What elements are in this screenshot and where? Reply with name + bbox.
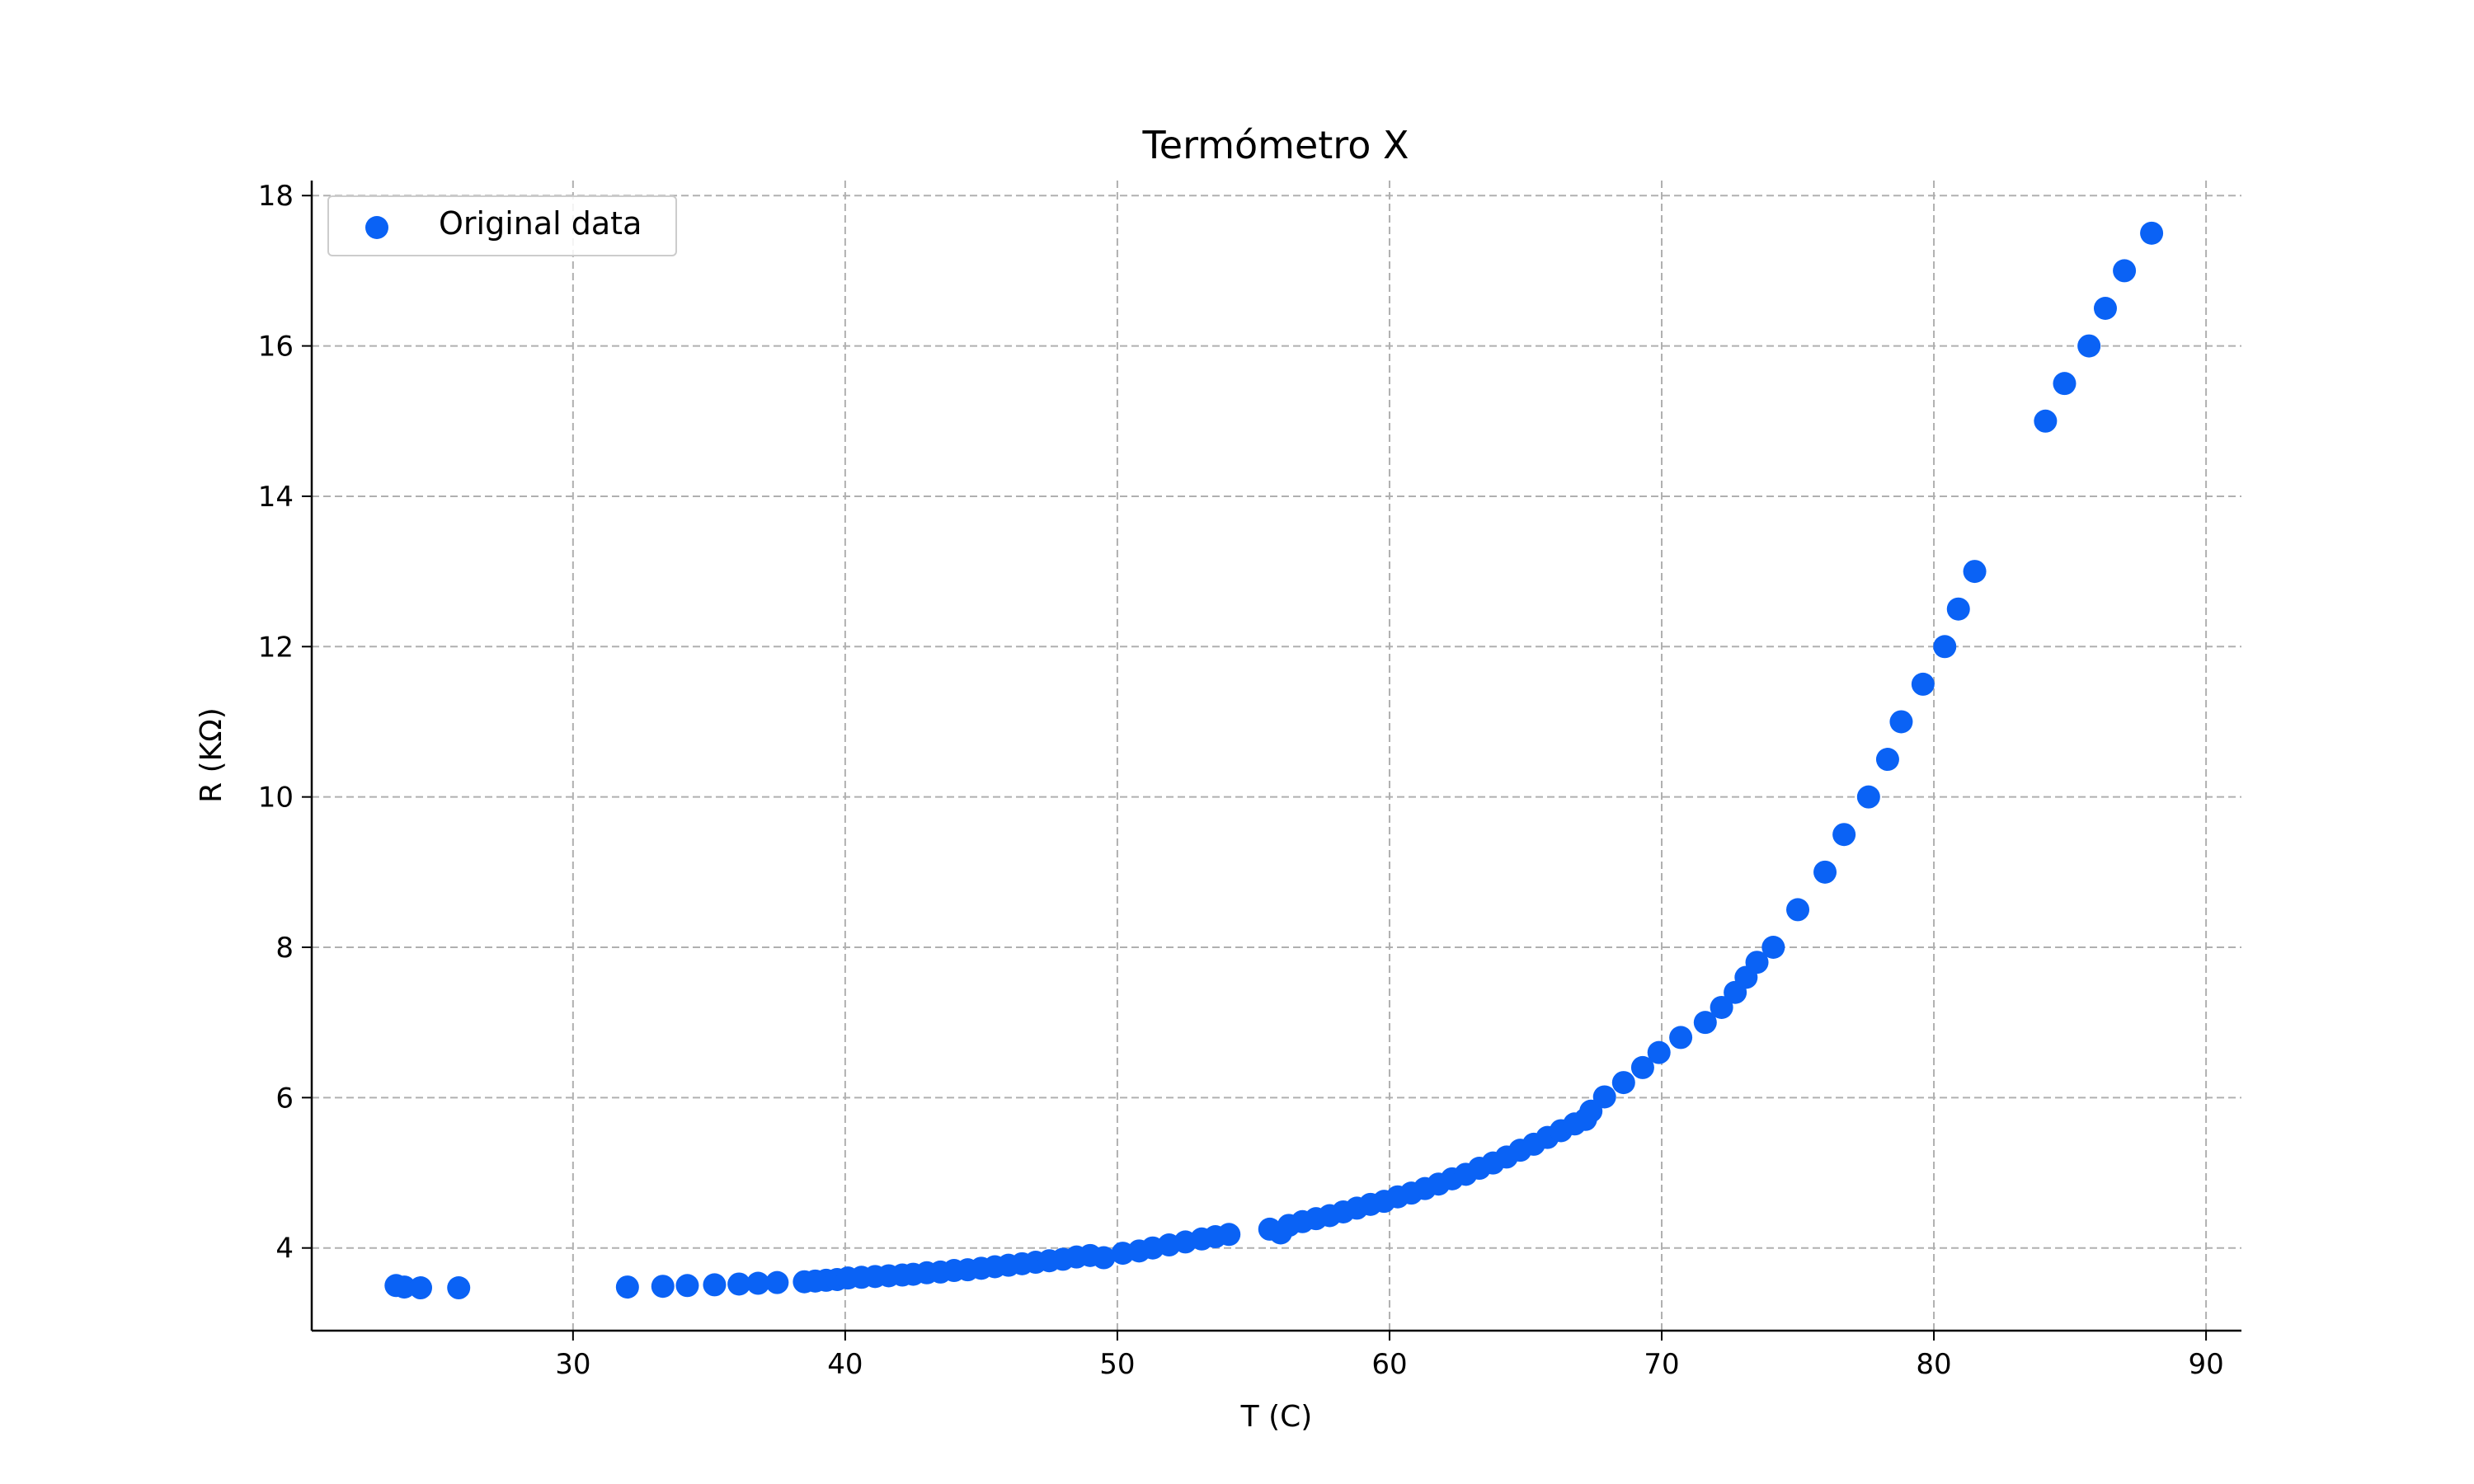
data-point: [1611, 1071, 1635, 1095]
data-point: [1217, 1223, 1241, 1247]
axes: [310, 181, 2241, 1332]
y-tick-label: 14: [258, 481, 294, 514]
chart-title: Termómetro X: [1142, 123, 1409, 167]
y-tick-label: 12: [258, 631, 294, 664]
data-point: [1579, 1099, 1603, 1123]
data-point: [1963, 560, 1987, 584]
data-point: [746, 1271, 770, 1295]
y-ticks: 4 6 8 10 12 14 16 18: [258, 180, 312, 1266]
data-point: [675, 1274, 699, 1298]
data-point: [1669, 1026, 1693, 1050]
data-point: [1933, 635, 1957, 659]
data-point: [2053, 372, 2077, 396]
data-point: [1946, 597, 1970, 621]
data-point: [2077, 334, 2101, 358]
data-points: [384, 221, 2164, 1300]
data-point: [1592, 1085, 1616, 1109]
legend-marker: [365, 216, 388, 239]
x-tick-label: 80: [1916, 1348, 1951, 1381]
data-point: [1630, 1055, 1654, 1079]
data-point: [1092, 1246, 1116, 1270]
data-point: [1813, 860, 1837, 884]
data-point: [2034, 409, 2058, 433]
data-point: [651, 1275, 675, 1298]
data-point: [1832, 823, 1856, 847]
data-point: [1889, 710, 1913, 734]
data-point: [393, 1275, 416, 1299]
data-point: [1761, 936, 1785, 959]
y-axis-label: R (KΩ): [195, 707, 228, 803]
y-tick-label: 18: [258, 180, 294, 213]
x-ticks: 30 40 50 60 70 80 90: [555, 1331, 2224, 1381]
y-tick-label: 6: [275, 1082, 294, 1115]
data-point: [2113, 259, 2137, 283]
x-tick-label: 50: [1099, 1348, 1135, 1381]
data-point: [765, 1270, 789, 1294]
legend-label: Original data: [439, 205, 642, 242]
y-tick-label: 4: [275, 1233, 294, 1266]
data-point: [409, 1276, 433, 1300]
x-tick-label: 40: [827, 1348, 863, 1381]
x-tick-label: 90: [2188, 1348, 2223, 1381]
data-point: [1693, 1011, 1717, 1035]
data-point: [1911, 672, 1935, 696]
data-point: [447, 1276, 471, 1300]
data-point: [1856, 785, 1880, 809]
x-tick-label: 70: [1644, 1348, 1679, 1381]
x-axis-label: T (C): [1240, 1400, 1313, 1434]
data-point: [2093, 297, 2117, 320]
data-point: [1875, 748, 1899, 772]
data-point: [1647, 1040, 1671, 1064]
data-point: [1786, 898, 1810, 922]
data-point: [1710, 995, 1733, 1019]
legend-box: [327, 195, 677, 256]
y-tick-label: 10: [258, 782, 294, 815]
data-point: [727, 1272, 751, 1296]
y-tick-label: 16: [258, 331, 294, 364]
data-point: [615, 1275, 639, 1299]
x-tick-label: 60: [1371, 1348, 1407, 1381]
data-point: [1745, 951, 1769, 974]
y-tick-label: 8: [275, 932, 294, 965]
data-point: [703, 1273, 727, 1297]
grid-lines: [312, 181, 2241, 1331]
x-tick-label: 30: [555, 1348, 590, 1381]
legend: Original data: [327, 195, 677, 256]
data-point: [2140, 221, 2164, 245]
